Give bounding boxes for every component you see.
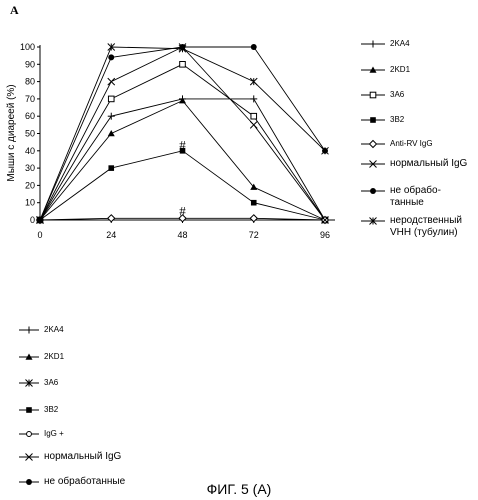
legend-marker	[27, 432, 32, 437]
legend-swatch	[360, 89, 386, 101]
series-3-point	[251, 113, 257, 119]
legend-item: 3A6	[360, 89, 404, 101]
legend-item: 2KD1	[18, 351, 64, 363]
series-8-point	[250, 78, 257, 85]
legend-label: не обрабо- танные	[390, 185, 441, 209]
legend-swatch	[18, 351, 40, 363]
figure-caption: ФИГ. 5 (A)	[0, 481, 478, 497]
series-7-point	[251, 44, 257, 50]
legend-swatch	[360, 38, 386, 50]
legend-label: 3B2	[390, 114, 404, 126]
legend-swatch	[18, 404, 40, 416]
legend-item: 2KA4	[360, 38, 410, 50]
legend-label: IgG +	[44, 428, 64, 440]
legend-swatch	[360, 215, 386, 227]
legend-swatch	[360, 114, 386, 126]
legend-label: 2KD1	[390, 64, 410, 76]
legend-item: нормальный IgG	[18, 451, 121, 463]
legend-label: нормальный IgG	[44, 451, 121, 463]
x-tick-label: 24	[106, 230, 116, 240]
legend-swatch	[360, 64, 386, 76]
series-lines	[40, 47, 325, 220]
y-tick-label: 100	[20, 42, 35, 52]
legend-item: Anti-RV IgG	[360, 138, 433, 150]
legend-label: 2KA4	[390, 38, 410, 50]
series-line-7	[40, 47, 325, 220]
legend-label: 3A6	[390, 89, 404, 101]
series-line-8	[40, 47, 325, 220]
annotation-mark: #	[179, 203, 186, 218]
legend-swatch	[18, 451, 40, 463]
legend-item: 3B2	[18, 404, 58, 416]
legend-marker	[370, 41, 377, 48]
series-3-point	[180, 62, 186, 68]
legend-item: 3A6	[18, 377, 58, 389]
legend-marker	[370, 188, 376, 194]
legend-label: 2KD1	[44, 351, 64, 363]
chart-axes: 0 10 20 30 40 50 60 70 80 90 100 0 24 48 72 96	[20, 42, 335, 240]
legend-marker	[370, 92, 376, 98]
legend-item: неродственный VHH (тубулин)	[360, 215, 462, 239]
x-tick-label: 48	[177, 230, 187, 240]
series-1-point	[108, 113, 115, 120]
series-2-point	[179, 97, 186, 103]
series-markers	[37, 44, 329, 224]
series-7-point	[108, 54, 114, 60]
legend-swatch	[18, 324, 40, 336]
legend-item: не обрабо- танные	[360, 185, 441, 209]
series-6-point	[250, 121, 257, 128]
y-tick-label: 90	[25, 59, 35, 69]
y-tick-label: 0	[30, 215, 35, 225]
legend-swatch	[360, 185, 386, 197]
series-5-point	[108, 215, 115, 222]
x-tick-label: 96	[320, 230, 330, 240]
legend-label: Anti-RV IgG	[390, 138, 433, 150]
legend-item: 2KD1	[360, 64, 410, 76]
series-6-point	[108, 78, 115, 85]
legend-item: 3B2	[360, 114, 404, 126]
legend-swatch	[360, 158, 386, 170]
series-line-6	[40, 47, 325, 220]
series-4-point	[251, 200, 257, 206]
y-tick-label: 40	[25, 146, 35, 156]
legend-item: 2KA4	[18, 324, 64, 336]
legend-marker	[26, 327, 33, 334]
series-3-point	[108, 96, 114, 102]
legend-label: 3B2	[44, 404, 58, 416]
legend-swatch	[18, 428, 40, 440]
y-tick-label: 60	[25, 111, 35, 121]
annotation-mark: #	[179, 138, 186, 153]
y-tick-label: 10	[25, 198, 35, 208]
chart-annotations: ##	[179, 138, 186, 219]
y-axis-label: Мыши с диареей (%)	[6, 84, 17, 181]
y-tick-label: 70	[25, 94, 35, 104]
legend-item: нормальный IgG	[360, 158, 467, 170]
series-line-2	[40, 101, 325, 220]
legend-item: IgG +	[18, 428, 64, 440]
legend-label: 2KA4	[44, 324, 64, 336]
legend-swatch	[18, 377, 40, 389]
legend-marker	[26, 407, 32, 413]
y-tick-label: 30	[25, 163, 35, 173]
legend-label: нормальный IgG	[390, 158, 467, 170]
legend-swatch	[360, 138, 386, 150]
y-tick-label: 80	[25, 77, 35, 87]
y-tick-label: 50	[25, 129, 35, 139]
x-tick-label: 72	[249, 230, 259, 240]
series-1-point	[250, 95, 257, 102]
legend-label: 3A6	[44, 377, 58, 389]
legend-marker	[370, 117, 376, 123]
x-tick-label: 0	[37, 230, 42, 240]
series-4-point	[108, 165, 114, 171]
series-2-point	[108, 130, 115, 136]
legend-label: неродственный VHH (тубулин)	[390, 215, 462, 239]
y-tick-label: 20	[25, 180, 35, 190]
legend-marker	[370, 141, 377, 148]
series-5-point	[250, 215, 257, 222]
